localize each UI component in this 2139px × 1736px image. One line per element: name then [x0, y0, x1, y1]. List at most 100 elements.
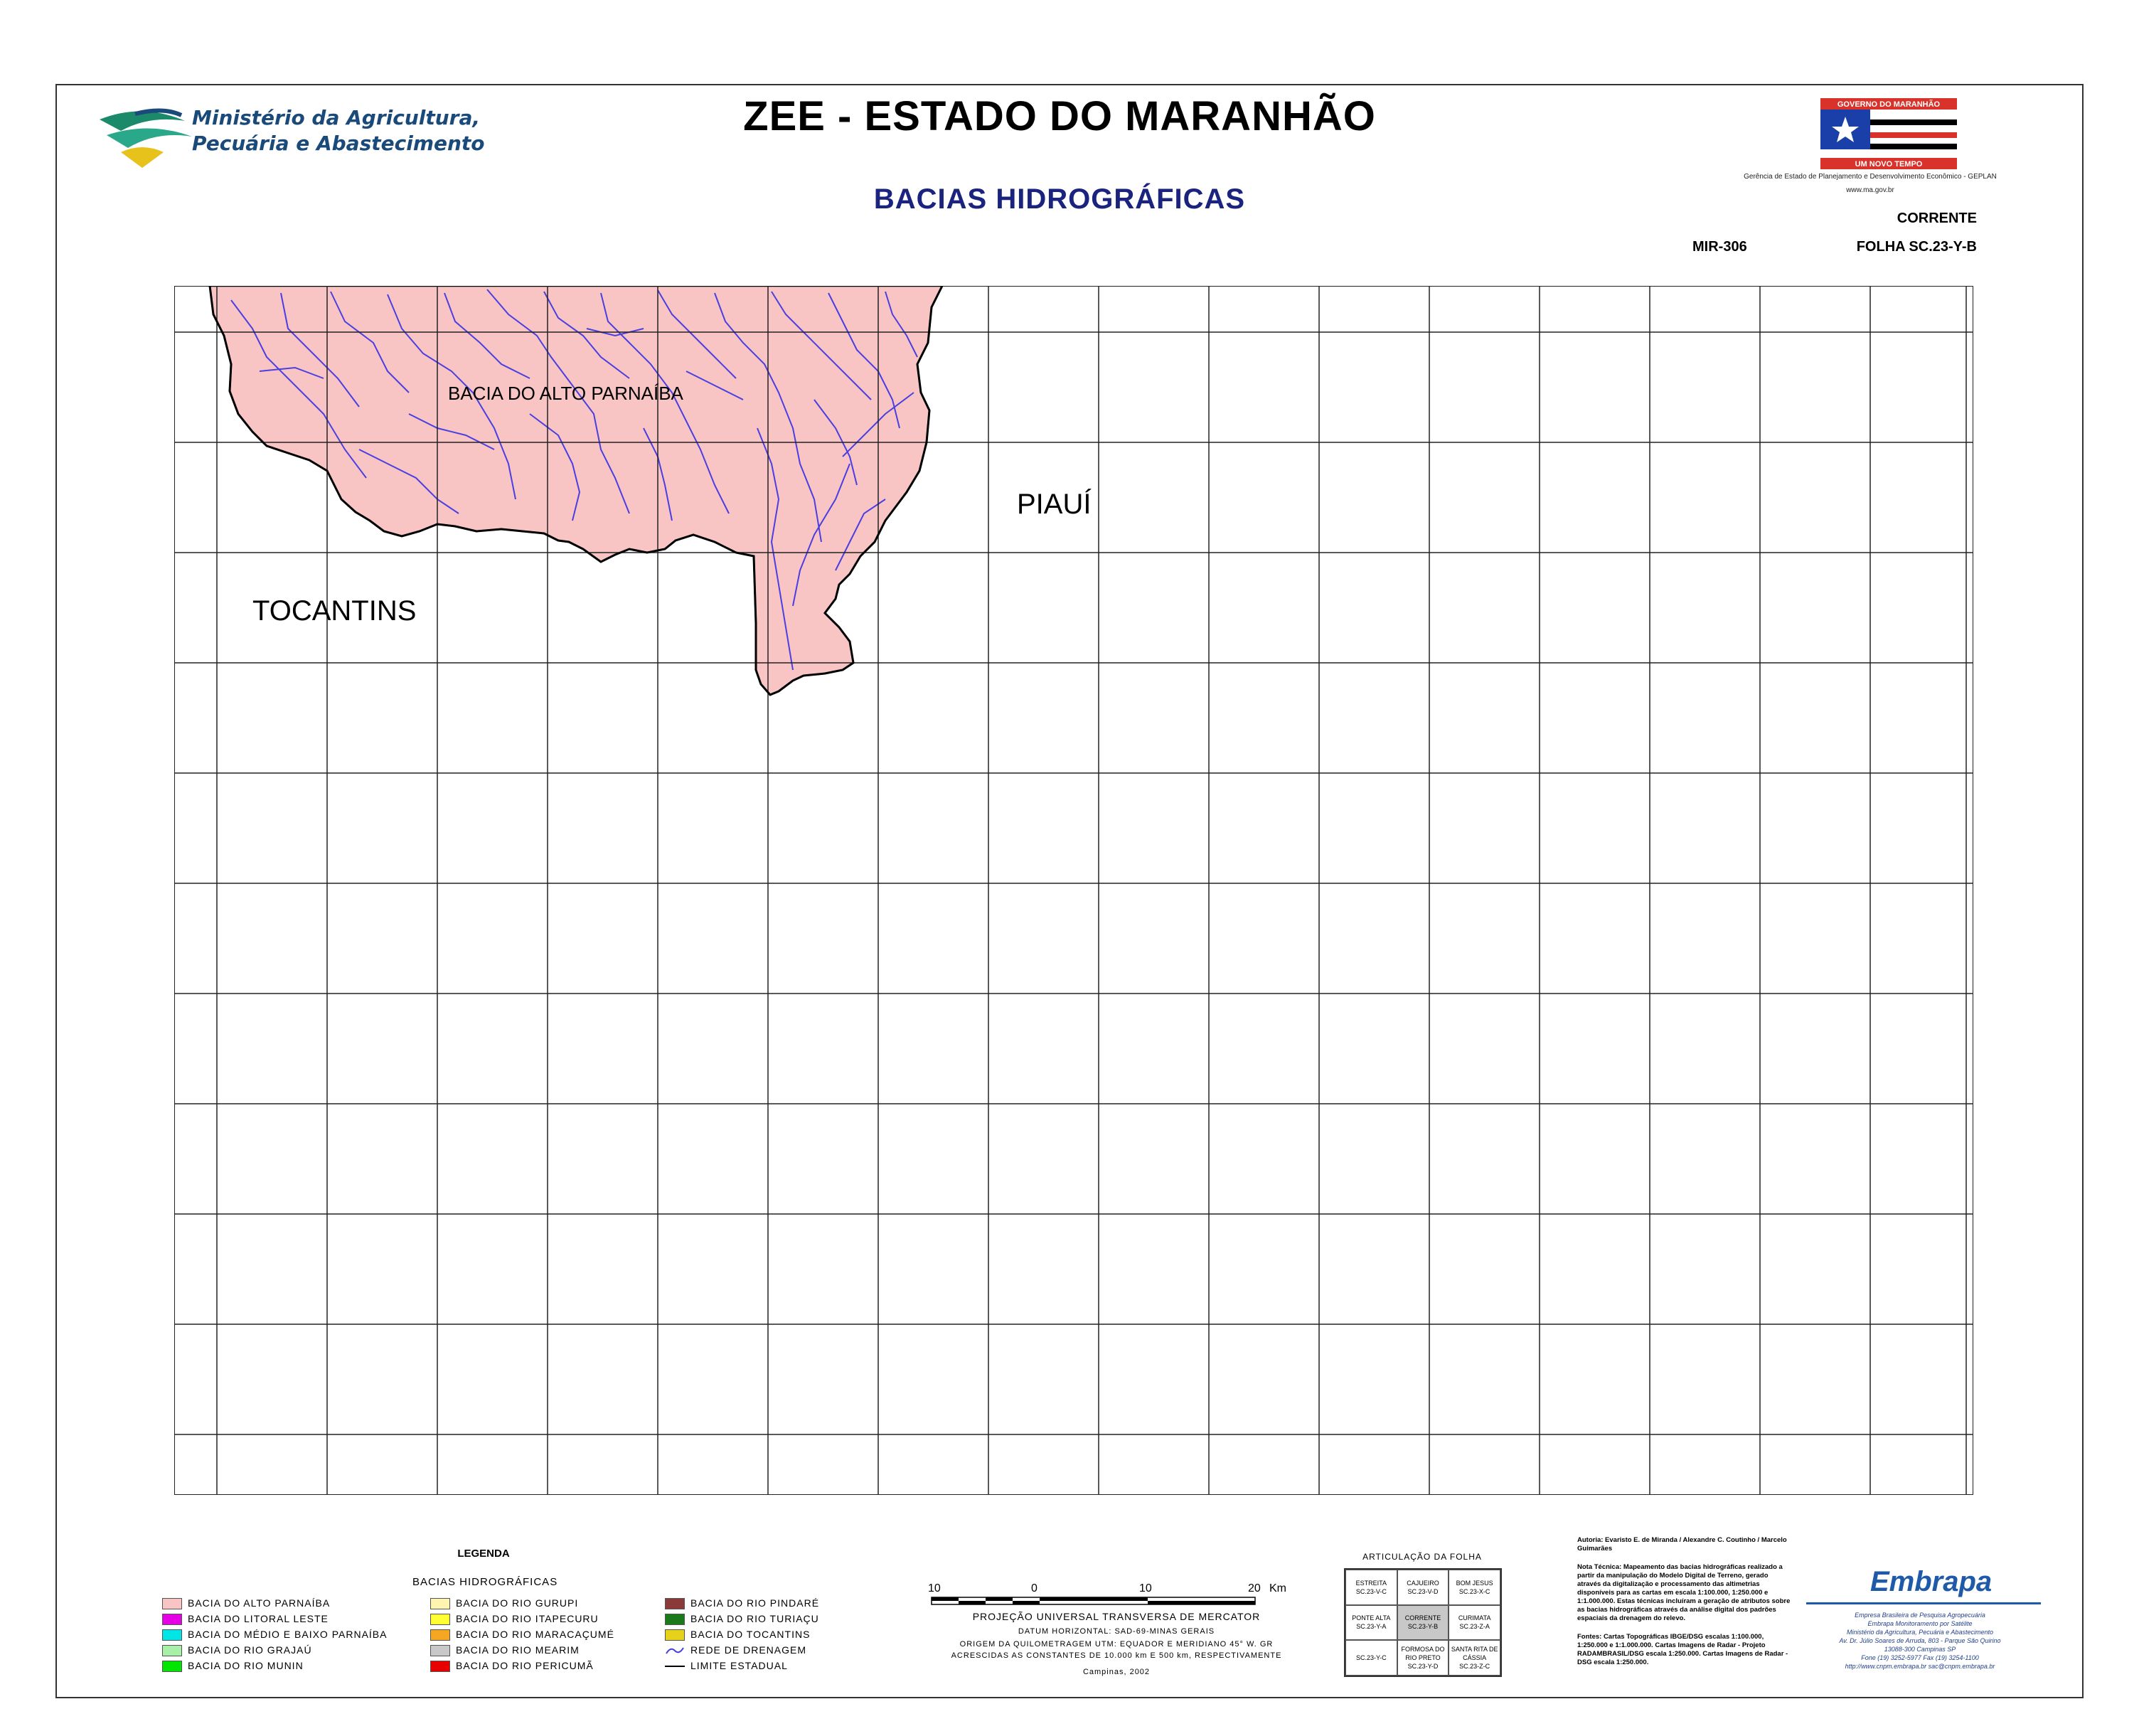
- legend-item: BACIA DO RIO PINDARÉ: [665, 1597, 819, 1610]
- legend-label: BACIA DO RIO GRAJAÚ: [188, 1644, 312, 1656]
- legend-item: BACIA DO LITORAL LESTE: [162, 1612, 329, 1626]
- articulacao-cell: ESTREITA SC.23-V-C: [1345, 1570, 1397, 1605]
- cell-name: ESTREITA: [1355, 1579, 1387, 1587]
- articulacao-cell: BOM JESUS SC.23-X-C: [1449, 1570, 1500, 1605]
- legend-label: BACIA DO RIO MUNIN: [188, 1660, 304, 1671]
- legend-swatch: [162, 1629, 182, 1641]
- map-sheet-frame: [55, 84, 2084, 1698]
- cell-code: SC.23-Y-B: [1407, 1623, 1439, 1631]
- nota-tecnica-text: Nota Técnica: Mapeamento das bacias hidr…: [1577, 1563, 1791, 1622]
- legend-label: BACIA DO RIO MEARIM: [456, 1644, 580, 1656]
- geplan-text: Gerência de Estado de Planejamento e Des…: [1744, 173, 1997, 181]
- scale-unit: Km: [1269, 1582, 1286, 1594]
- utm-grid: [174, 286, 1973, 1495]
- legend-item: BACIA DO RIO MUNIN: [162, 1659, 304, 1673]
- map-subtitle: BACIAS HIDROGRÁFICAS: [873, 183, 1246, 215]
- place-date-text: Campinas, 2002: [1082, 1668, 1151, 1676]
- cell-code: SC.23-V-D: [1407, 1587, 1439, 1595]
- cell-name: PONTE ALTA: [1352, 1614, 1391, 1622]
- legend-title: LEGENDA: [457, 1548, 510, 1560]
- cell-code: SC.23-Y-D: [1407, 1663, 1439, 1671]
- scale-bar: 10 0 10 20 Km: [928, 1582, 1286, 1605]
- acrescidas-text: ACRESCIDAS AS CONSTANTES DE 10.000 km E …: [951, 1651, 1282, 1660]
- embrapa-line: Fone (19) 3252-5977 Fax (19) 3254-1100: [1861, 1654, 1979, 1661]
- origem-text: ORIGEM DA QUILOMETRAGEM UTM: EQUADOR E M…: [959, 1640, 1274, 1649]
- legend-swatch: [162, 1598, 182, 1610]
- legend-swatch: [430, 1645, 450, 1657]
- embrapa-logo: Embrapa: [1870, 1566, 1993, 1597]
- gov-logo-bottom-text: UM NOVO TEMPO: [1855, 160, 1923, 169]
- gov-logo-top-text: GOVERNO DO MARANHÃO: [1837, 100, 1941, 109]
- legend-item: BACIA DO RIO MEARIM: [430, 1644, 580, 1657]
- articulacao-title: ARTICULAÇÃO DA FOLHA: [1362, 1552, 1482, 1562]
- maranhao-flag-icon: GOVERNO DO MARANHÃO UM NOVO TEMPO: [1820, 98, 1957, 169]
- legend-swatch: [162, 1661, 182, 1673]
- articulacao-cell: CAJUEIRO SC.23-V-D: [1397, 1570, 1449, 1605]
- tocantins-label: TOCANTINS: [252, 595, 416, 627]
- legend-label: BACIA DO ALTO PARNAÍBA: [188, 1597, 331, 1609]
- embrapa-line: Embrapa Monitoramento por Satélite: [1867, 1620, 1973, 1627]
- articulacao-cell: SC.23-Y-C: [1345, 1640, 1397, 1676]
- piaui-label: PIAUÍ: [1017, 488, 1092, 520]
- legend-swatch: [665, 1629, 685, 1641]
- gov-maranhao-logo: GOVERNO DO MARANHÃO UM NOVO TEMPO: [1820, 98, 1957, 169]
- legend-label: BACIA DO RIO ITAPECURU: [456, 1613, 599, 1624]
- technical-notes: Autoria: Evaristo E. de Miranda / Alexan…: [1577, 1536, 1791, 1667]
- scale-label-0: 0: [1031, 1582, 1038, 1594]
- basin-map[interactable]: BACIA DO ALTO PARNAÍBA PIAUÍ TOCANTINS: [174, 286, 1973, 1495]
- legend-swatch: [430, 1598, 450, 1610]
- datum-text: DATUM HORIZONTAL: SAD-69-MINAS GERAIS: [1018, 1627, 1215, 1636]
- legend-subtitle: BACIAS HIDROGRÁFICAS: [412, 1576, 558, 1588]
- articulacao-cell-current: CORRENTE SC.23-Y-B: [1397, 1604, 1449, 1641]
- legend-item: BACIA DO MÉDIO E BAIXO PARNAÍBA: [162, 1628, 387, 1641]
- legend-swatch: [430, 1661, 450, 1673]
- cell-code: SC.23-V-C: [1355, 1587, 1387, 1595]
- cell-code: SC.23-Z-C: [1459, 1663, 1490, 1671]
- geplan-url: www.ma.gov.br: [1846, 186, 1894, 194]
- legend-label: BACIA DO TOCANTINS: [690, 1629, 811, 1640]
- legend-label: LIMITE ESTADUAL: [690, 1660, 788, 1671]
- legend-label: BACIA DO RIO PERICUMÃ: [456, 1660, 594, 1671]
- cell-name: CAJUEIRO: [1407, 1579, 1439, 1587]
- cell-name: CURIMATA: [1458, 1614, 1491, 1622]
- embrapa-line: Empresa Brasileira de Pesquisa Agropecuá…: [1855, 1612, 1985, 1619]
- legend-label: BACIA DO LITORAL LESTE: [188, 1613, 329, 1624]
- legend-item: BACIA DO RIO TURIAÇU: [665, 1612, 819, 1626]
- embrapa-link[interactable]: http://www.cnpm.embrapa.br sac@cnpm.embr…: [1845, 1663, 1995, 1670]
- legend-swatch: [665, 1598, 685, 1610]
- cell-code: SC.23-Z-A: [1459, 1623, 1490, 1631]
- ministry-line2: Pecuária e Abastecimento: [192, 132, 485, 155]
- embrapa-line: Av. Dr. Júlio Soares de Arruda, 803 - Pa…: [1839, 1637, 2001, 1644]
- legend-label: BACIA DO MÉDIO E BAIXO PARNAÍBA: [188, 1629, 388, 1640]
- articulacao-cell: FORMOSA DO RIO PRETO SC.23-Y-D: [1397, 1640, 1449, 1676]
- embrapa-info: Empresa Brasileira de Pesquisa Agropecuá…: [1803, 1611, 2037, 1671]
- legend-item: BACIA DO RIO GURUPI: [430, 1597, 579, 1610]
- legend-swatch: [665, 1661, 685, 1672]
- legend-label: BACIA DO RIO GURUPI: [456, 1597, 579, 1609]
- scale-label-20: 20: [1248, 1582, 1261, 1594]
- projection-text: PROJEÇÃO UNIVERSAL TRANSVERSA DE MERCATO…: [972, 1611, 1261, 1622]
- legend-item: REDE DE DRENAGEM: [665, 1644, 806, 1656]
- cell-code: SC.23-Y-C: [1355, 1654, 1387, 1662]
- cell-name: CORRENTE: [1404, 1614, 1441, 1622]
- mir-code: MIR-306: [1692, 239, 1747, 255]
- legend-item: BACIA DO TOCANTINS: [665, 1628, 810, 1641]
- legend-item: BACIA DO RIO ITAPECURU: [430, 1612, 599, 1626]
- folha-code: FOLHA SC.23-Y-B: [1856, 239, 1977, 255]
- legend-label: REDE DE DRENAGEM: [690, 1644, 807, 1656]
- legend-swatch: [430, 1614, 450, 1626]
- articulacao-cell: PONTE ALTA SC.23-Y-A: [1345, 1604, 1397, 1641]
- drainage-network: [230, 289, 918, 671]
- legend-item: BACIA DO ALTO PARNAÍBA: [162, 1597, 331, 1610]
- basin-label: BACIA DO ALTO PARNAÍBA: [448, 383, 684, 404]
- sheet-name: CORRENTE: [1897, 211, 1977, 226]
- legend-item: BACIA DO RIO GRAJAÚ: [162, 1644, 312, 1657]
- legend-item: BACIA DO RIO MARACAÇUMÉ: [430, 1628, 614, 1641]
- legend-label: BACIA DO RIO TURIAÇU: [690, 1613, 819, 1624]
- articulacao-grid: ESTREITA SC.23-V-C CAJUEIRO SC.23-V-D BOM …: [1344, 1568, 1502, 1677]
- articulacao-cell: CURIMATA SC.23-Z-A: [1449, 1604, 1500, 1641]
- ministry-logo-icon: [100, 108, 192, 168]
- embrapa-divider: [1806, 1602, 2041, 1604]
- cell-name: FORMOSA DO RIO PRETO: [1401, 1646, 1445, 1662]
- state-boundary-line: [208, 286, 944, 696]
